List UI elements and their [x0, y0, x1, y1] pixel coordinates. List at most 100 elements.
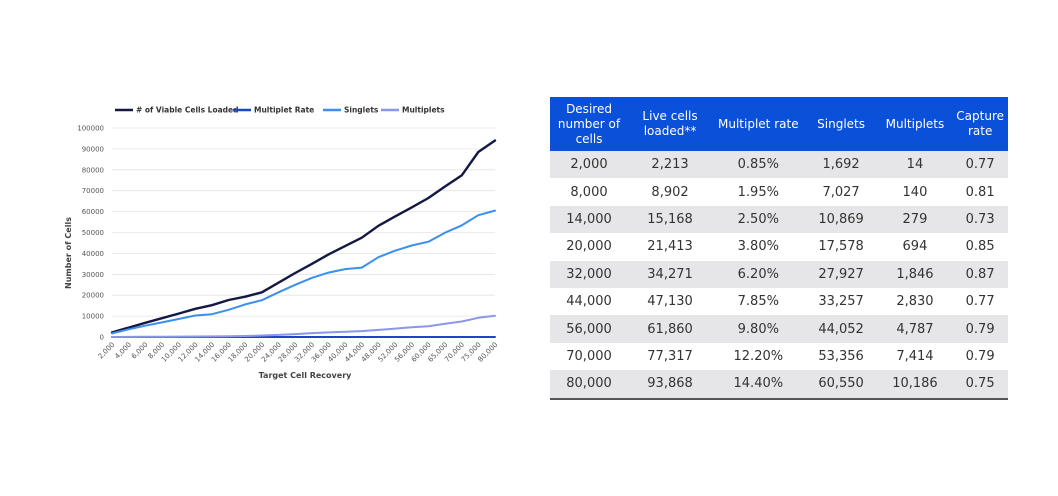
cell-live-loaded: 47,130: [628, 287, 713, 316]
table-row: 20,000 21,413 3.80% 17,578 694 0.85: [550, 233, 1008, 261]
table-row: 14,000 15,168 2.50% 10,869 279 0.73: [550, 205, 1008, 234]
cell-multiplets: 10,186: [877, 370, 953, 400]
cell-singlets: 7,027: [804, 178, 878, 206]
legend-label-0: # of Viable Cells Loaded: [136, 106, 239, 115]
cell-capture-rate: 0.77: [952, 151, 1008, 179]
header-multiplet-rate: Multiplet rate: [712, 97, 805, 151]
cell-singlets: 17,578: [804, 233, 878, 261]
series-line-2: [111, 209, 496, 335]
cell-capture-rate: 0.73: [952, 205, 1008, 234]
y-tick-label: 40000: [82, 250, 104, 258]
table-row: 70,000 77,317 12.20% 53,356 7,414 0.79: [550, 342, 1008, 371]
header-singlets: Singlets: [804, 97, 878, 151]
series-line-0: [110, 139, 497, 334]
cell-desired: 32,000: [550, 260, 629, 288]
header-live-cells: Live cells loaded**: [628, 97, 713, 151]
table-header-row: Desired number of cells Live cells loade…: [550, 97, 1008, 151]
y-tick-label: 20000: [82, 292, 104, 300]
cell-multiplets: 1,846: [877, 260, 953, 288]
cell-capture-rate: 0.79: [952, 342, 1008, 371]
cell-singlets: 1,692: [804, 151, 878, 179]
cell-desired: 56,000: [550, 315, 629, 343]
chart-canvas: 0 10000 20000 30000 40000 50000 60000 70000 8000…: [64, 106, 500, 381]
x-axis-ticks: 2,0004,0006,0008,00010,00012,00014,00016…: [97, 341, 500, 364]
table-row: 44,000 47,130 7.85% 33,257 2,830 0.77: [550, 287, 1008, 316]
cell-desired: 8,000: [550, 178, 629, 206]
cell-live-loaded: 34,271: [628, 260, 713, 288]
cell-capture-rate: 0.79: [952, 315, 1008, 343]
cell-multiplets: 2,830: [877, 287, 953, 316]
cell-multiplet-rate: 7.85%: [712, 287, 805, 316]
x-tick-label: 6,000: [130, 341, 150, 361]
cell-multiplets: 279: [877, 205, 953, 234]
y-axis-title: Number of Cells: [64, 217, 73, 289]
cell-singlets: 27,927: [804, 260, 878, 288]
cell-multiplet-rate: 9.80%: [712, 315, 805, 343]
cell-live-loaded: 2,213: [628, 151, 713, 179]
cell-desired: 20,000: [550, 233, 629, 261]
cell-capture-rate: 0.81: [952, 178, 1008, 206]
cell-desired: 2,000: [550, 151, 629, 179]
chart-legend: # of Viable Cells Loaded Multiplet Rate Si…: [115, 106, 445, 115]
legend-label-2: Singlets: [344, 106, 379, 115]
legend-label-1: Multiplet Rate: [254, 106, 314, 115]
cell-desired: 80,000: [550, 370, 629, 400]
y-tick-label: 70000: [82, 187, 104, 195]
header-multiplets: Multiplets: [877, 97, 953, 151]
cell-capture-rate: 0.85: [952, 233, 1008, 261]
cell-multiplets: 7,414: [877, 342, 953, 371]
cell-recovery-table: Desired number of cells Live cells loade…: [550, 97, 1008, 400]
cell-multiplets: 140: [877, 178, 953, 206]
table-row: 80,000 93,868 14.40% 60,550 10,186 0.75: [550, 370, 1008, 400]
cell-multiplets: 14: [877, 151, 953, 179]
cell-live-loaded: 61,860: [628, 315, 713, 343]
table-row: 32,000 34,271 6.20% 27,927 1,846 0.87: [550, 260, 1008, 288]
y-tick-label: 80000: [82, 166, 104, 174]
series-line-3: [111, 314, 496, 338]
cell-desired: 70,000: [550, 342, 629, 371]
y-tick-label: 60000: [82, 208, 104, 216]
y-tick-label: 50000: [82, 229, 104, 237]
cell-desired: 14,000: [550, 205, 629, 234]
cell-capture-rate: 0.87: [952, 260, 1008, 288]
table-body: 2,000 2,213 0.85% 1,692 14 0.77 8,000 8,902 1.95…: [550, 151, 1008, 400]
cell-multiplet-rate: 14.40%: [712, 370, 805, 400]
cell-capture-rate: 0.77: [952, 287, 1008, 316]
y-tick-label: 90000: [82, 145, 104, 153]
line-chart: 0 10000 20000 30000 40000 50000 60000 70000 8000…: [50, 95, 510, 395]
cell-live-loaded: 8,902: [628, 178, 713, 206]
cell-multiplet-rate: 0.85%: [712, 151, 805, 179]
cell-singlets: 60,550: [804, 370, 878, 400]
cell-multiplet-rate: 1.95%: [712, 178, 805, 206]
table-row: 2,000 2,213 0.85% 1,692 14 0.77: [550, 151, 1008, 179]
cell-singlets: 44,052: [804, 315, 878, 343]
cell-live-loaded: 77,317: [628, 342, 713, 371]
y-axis-ticks: 0 10000 20000 30000 40000 50000 60000 70000 8000…: [77, 125, 104, 342]
cell-live-loaded: 15,168: [628, 205, 713, 234]
y-tick-label: 10000: [82, 313, 104, 321]
cell-singlets: 53,356: [804, 342, 878, 371]
table-row: 56,000 61,860 9.80% 44,052 4,787 0.79: [550, 315, 1008, 343]
cell-multiplets: 694: [877, 233, 953, 261]
cell-multiplet-rate: 6.20%: [712, 260, 805, 288]
cell-singlets: 10,869: [804, 205, 878, 234]
cell-capture-rate: 0.75: [952, 370, 1008, 400]
cell-multiplet-rate: 3.80%: [712, 233, 805, 261]
cell-live-loaded: 21,413: [628, 233, 713, 261]
y-tick-label: 100000: [77, 125, 104, 133]
cell-desired: 44,000: [550, 287, 629, 316]
cell-live-loaded: 93,868: [628, 370, 713, 400]
header-desired-cells: Desired number of cells: [550, 97, 629, 151]
cell-singlets: 33,257: [804, 287, 878, 316]
cell-recovery-table-container: Desired number of cells Live cells loade…: [550, 97, 1008, 400]
cell-multiplets: 4,787: [877, 315, 953, 343]
y-tick-label: 0: [100, 334, 104, 342]
cell-multiplet-rate: 12.20%: [712, 342, 805, 371]
x-axis-title: Target Cell Recovery: [259, 371, 353, 380]
x-tick-label: 4,000: [113, 341, 133, 361]
y-tick-label: 30000: [82, 271, 104, 279]
chart-gridlines: [112, 127, 495, 338]
header-capture-rate: Capture rate: [952, 97, 1008, 151]
chart-series: [110, 139, 497, 338]
x-tick-label: 2,000: [97, 341, 117, 361]
